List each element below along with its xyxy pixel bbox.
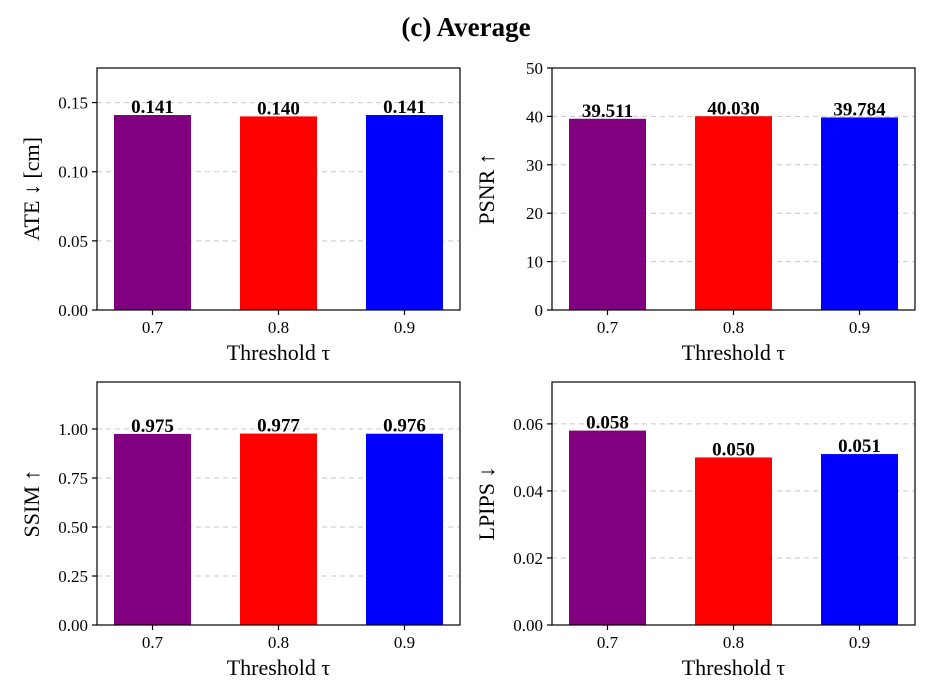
chart-1-y-tick-label: 0.10 [58,163,88,182]
chart-4-x-tick-label: 0.9 [849,633,870,652]
chart-1-y-tick-label: 0.00 [58,301,88,320]
chart-1-x-tick-label: 0.9 [394,318,415,337]
chart-2-y-tick-label: 30 [526,156,543,175]
chart-3-y-tick-label: 0.75 [58,469,88,488]
figure-title: (c) Average [401,12,530,42]
chart-3-x-tick-label: 0.7 [142,633,164,652]
chart-1-data-label: 0.140 [257,98,300,119]
chart-4-y-tick-label: 0.06 [513,415,543,434]
chart-3-data-label: 0.977 [257,416,300,437]
chart-2-y-axis-label: PSNR ↑ [474,153,499,225]
chart-1-x-tick-label: 0.8 [268,318,289,337]
chart-1-x-axis-label: Threshold τ [227,340,331,365]
chart-1-y-axis-label: ATE ↓ [cm] [19,137,44,241]
chart-3-y-axis-label: SSIM ↑ [19,470,44,538]
chart-3-data-label: 0.976 [383,416,426,437]
chart-3-y-tick-label: 0.50 [58,518,88,537]
chart-2-y-tick-label: 20 [526,204,543,223]
chart-2-bar-0-7 [569,118,646,311]
chart-3-y-tick-label: 0.25 [58,567,88,586]
chart-3-x-tick-label: 0.9 [394,633,415,652]
chart-2-data-label: 40.030 [707,98,759,119]
chart-3-bar-0-7 [114,433,191,625]
chart-2-x-tick-label: 0.7 [597,318,619,337]
chart-3-bar-0-8 [240,433,317,625]
chart-4-y-tick-label: 0.00 [513,616,543,635]
chart-1-bar-0-8 [240,116,317,311]
chart-2-x-tick-label: 0.8 [723,318,744,337]
chart-4-x-axis-label: Threshold τ [682,655,786,680]
chart-2-y-tick-label: 10 [526,253,543,272]
chart-4-bar-0-9 [821,454,898,625]
chart-1-data-label: 0.141 [383,97,426,118]
chart-3-bar-0-9 [366,433,443,625]
chart-4-y-tick-label: 0.04 [513,482,543,501]
chart-3-x-tick-label: 0.8 [268,633,289,652]
chart-2-data-label: 39.511 [582,101,633,122]
chart-4-data-label: 0.051 [838,436,881,457]
chart-1-y-tick-label: 0.15 [58,94,88,113]
chart-1-bar-0-9 [366,115,443,310]
chart-3-y-tick-label: 1.00 [58,420,88,439]
chart-4-x-tick-label: 0.8 [723,633,744,652]
chart-3-data-label: 0.975 [131,416,174,437]
chart-4-data-label: 0.058 [586,413,629,434]
chart-4-y-tick-label: 0.02 [513,549,543,568]
chart-4-data-label: 0.050 [712,439,755,460]
chart-1-bar-0-7 [114,115,191,310]
chart-2-x-tick-label: 0.9 [849,318,870,337]
chart-4-x-tick-label: 0.7 [597,633,619,652]
chart-2-data-label: 39.784 [833,99,886,120]
chart-1-data-label: 0.141 [131,97,174,118]
chart-2-y-tick-label: 0 [535,301,544,320]
chart-2-y-tick-label: 50 [526,59,543,78]
chart-2-y-tick-label: 40 [526,107,543,126]
chart-1-y-tick-label: 0.05 [58,232,88,251]
chart-3-x-axis-label: Threshold τ [227,655,331,680]
chart-2-bar-0-8 [695,116,772,311]
chart-3-y-tick-label: 0.00 [58,616,88,635]
chart-1-x-tick-label: 0.7 [142,318,164,337]
chart-4-bar-0-7 [569,430,646,625]
chart-2-bar-0-9 [821,117,898,311]
chart-4-bar-0-8 [695,457,772,625]
chart-4-y-axis-label: LPIPS ↓ [474,467,499,541]
chart-2-x-axis-label: Threshold τ [682,340,786,365]
